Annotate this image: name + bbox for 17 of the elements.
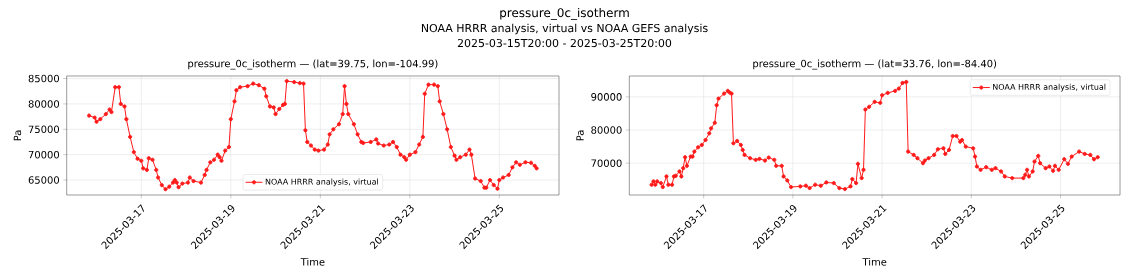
x-axis-title: Time [862, 257, 887, 266]
y-tick-label: 80000 [28, 100, 60, 108]
text: 2025-03-15T20:00 - 2025-03-25T20:00 [457, 38, 672, 48]
y-tick-label: 65000 [28, 176, 60, 184]
text: pressure_0c_isotherm [500, 7, 629, 20]
chart-title: pressure_0c_isotherm — (lat=39.75, lon=-104.99) [188, 59, 438, 70]
y-axis-title: Pa [13, 130, 22, 141]
y-tick-label: 70000 [591, 159, 622, 167]
y-tick-label: 75000 [28, 125, 60, 134]
x-axis-title: Time [300, 257, 325, 266]
y-axis-title: Pa [576, 130, 584, 141]
y-tick-label: 70000 [28, 150, 60, 159]
text: NOAA HRRR analysis, virtual vs NOAA GEFS analysis [421, 23, 708, 35]
y-tick-label: 90000 [591, 93, 622, 101]
y-tick-label: 80000 [591, 126, 622, 134]
chart-title: pressure_0c_isotherm — (lat=33.76, lon=-84.40) [753, 59, 997, 70]
y-tick-label: 85000 [28, 74, 60, 83]
